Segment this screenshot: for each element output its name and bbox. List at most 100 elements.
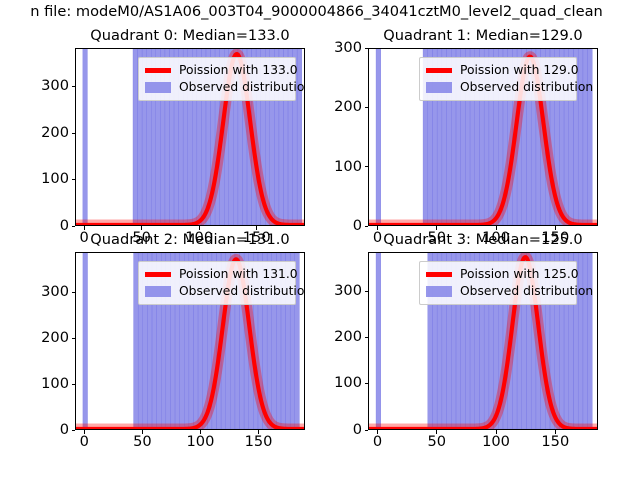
quadrant-2-xtick-label: 0 xyxy=(79,433,89,450)
quadrant-1-plot-area xyxy=(369,49,597,225)
quadrant-3-ytick-label: 0 xyxy=(352,420,362,438)
quadrant-3-xtick-label: 0 xyxy=(372,433,383,450)
quadrant-2-axes: Poission with 131.0 Observed distribution xyxy=(75,252,305,430)
quadrant-0-xtick-label: 0 xyxy=(79,229,89,246)
quadrant-1-axes: Poission with 129.0 Observed distribution xyxy=(368,48,598,226)
quadrant-0-xtick-label: 150 xyxy=(242,229,271,246)
legend-entry-observed: Observed distribution xyxy=(426,283,593,300)
quadrant-0-xtick-mark xyxy=(141,226,143,230)
quadrant-1-xtick-mark xyxy=(554,226,556,230)
quadrant-3-xtick-mark xyxy=(436,430,438,434)
quadrant-1-xtick-mark xyxy=(376,226,379,230)
legend-label-poisson: Poission with 129.0 xyxy=(460,63,579,78)
quadrant-2-ytick-mark xyxy=(71,291,75,293)
legend-entry-poisson: Poission with 133.0 xyxy=(145,62,298,79)
quadrant-2-xtick-mark xyxy=(199,430,202,434)
quadrant-0-ytick-mark xyxy=(71,132,75,134)
legend-patch-swatch-icon xyxy=(426,82,452,93)
legend-patch-swatch-icon xyxy=(145,82,171,93)
quadrant-2-ytick-label: 100 xyxy=(41,374,69,392)
legend-label-poisson: Poission with 131.0 xyxy=(179,267,298,282)
quadrant-0-xtick-mark xyxy=(256,226,258,230)
legend-line-swatch-icon xyxy=(426,68,452,73)
quadrant-0-legend: Poission with 133.0 Observed distribution xyxy=(138,57,304,101)
legend-patch-swatch-icon xyxy=(145,286,171,297)
quadrant-0-ytick-mark xyxy=(71,225,75,227)
quadrant-2-xtick-label: 50 xyxy=(133,433,152,450)
quadrant-1-ytick-label: 300 xyxy=(334,39,362,57)
quadrant-0-axes: Poission with 133.0 Observed distribution xyxy=(75,48,305,226)
figure-suptitle-text: n file: modeM0/AS1A06_003T04_9000004866_… xyxy=(30,3,603,20)
quadrant-0-ytick-label: 100 xyxy=(41,170,69,188)
quadrant-1-ytick-label: 200 xyxy=(334,98,362,116)
legend-label-poisson: Poission with 133.0 xyxy=(179,63,298,78)
legend-label-observed: Observed distribution xyxy=(460,80,594,95)
quadrant-0-xtick-label: 100 xyxy=(185,229,214,246)
quadrant-0-xtick-mark xyxy=(198,226,200,230)
quadrant-2-ytick-label: 0 xyxy=(59,420,69,438)
quadrant-1-xtick-label: 50 xyxy=(427,229,447,246)
quadrant-1-xtick-label: 100 xyxy=(482,229,510,246)
quadrant-1-legend: Poission with 129.0 Observed distribution xyxy=(419,57,593,101)
quadrant-1-xtick-mark xyxy=(436,226,438,230)
quadrant-2-xtick-mark xyxy=(83,430,85,434)
quadrant-2-xtick-mark xyxy=(258,430,260,434)
legend-entry-observed: Observed distribution xyxy=(145,283,304,300)
quadrant-2-ytick-label: 300 xyxy=(41,283,69,301)
quadrant-3-ytick-mark xyxy=(364,337,368,339)
figure-suptitle: n file: modeM0/AS1A06_003T04_9000004866_… xyxy=(0,3,640,21)
quadrant-1-title: Quadrant 1: Median=129.0 xyxy=(383,27,583,44)
quadrant-2-plot-area xyxy=(76,253,304,429)
quadrant-3-xtick-mark xyxy=(495,430,497,434)
quadrant-1-ytick-mark xyxy=(364,48,368,50)
quadrant-3-xtick-label: 150 xyxy=(541,433,570,450)
quadrant-1-ytick-mark xyxy=(364,166,368,168)
quadrant-3-ytick-mark xyxy=(364,290,368,292)
quadrant-3-ytick-label: 200 xyxy=(334,328,362,346)
legend-entry-poisson: Poission with 131.0 xyxy=(145,266,298,283)
quadrant-3-xtick-label: 50 xyxy=(427,433,447,450)
legend-label-observed: Observed distribution xyxy=(179,80,305,95)
legend-patch-swatch-icon xyxy=(426,286,452,297)
quadrant-3-xtick-mark xyxy=(554,430,556,434)
quadrant-2-title: Quadrant 2: Median=131.0 xyxy=(90,231,290,248)
quadrant-0-plot-area xyxy=(76,49,304,225)
quadrant-3-title: Quadrant 3: Median=125.0 xyxy=(383,231,583,248)
quadrant-3-xtick-label: 100 xyxy=(482,433,510,450)
legend-entry-observed: Observed distribution xyxy=(426,79,593,96)
quadrant-1-xtick-mark xyxy=(495,226,497,230)
quadrant-0-ytick-label: 300 xyxy=(41,77,69,95)
legend-label-observed: Observed distribution xyxy=(179,284,305,299)
quadrant-2-ytick-mark xyxy=(71,383,75,385)
quadrant-0-ytick-mark xyxy=(71,179,75,181)
legend-entry-observed: Observed distribution xyxy=(145,79,304,96)
legend-entry-poisson: Poission with 129.0 xyxy=(426,62,579,79)
quadrant-3-ytick-mark xyxy=(364,429,368,431)
quadrant-3-ytick-mark xyxy=(364,383,368,385)
quadrant-3-ytick-label: 100 xyxy=(334,374,362,392)
quadrant-1-ytick-label: 100 xyxy=(334,157,362,175)
quadrant-1-ytick-mark xyxy=(364,225,368,227)
quadrant-1-ytick-mark xyxy=(364,107,368,109)
quadrant-2-ytick-mark xyxy=(71,429,75,431)
quadrant-3-legend: Poission with 125.0 Observed distribution xyxy=(419,261,593,305)
quadrant-3-ytick-label: 300 xyxy=(334,281,362,299)
quadrant-2-xtick-label: 100 xyxy=(186,433,215,450)
legend-line-swatch-icon xyxy=(145,272,171,277)
quadrant-0-ytick-label: 0 xyxy=(59,216,69,234)
quadrant-0-xtick-label: 50 xyxy=(132,229,151,246)
quadrant-2-legend: Poission with 131.0 Observed distribution xyxy=(138,261,304,305)
legend-line-swatch-icon xyxy=(426,272,452,277)
quadrant-1-ytick-label: 0 xyxy=(352,216,362,234)
quadrant-2-ytick-mark xyxy=(71,337,75,339)
quadrant-2-xtick-mark xyxy=(141,430,143,434)
quadrant-3-plot-area xyxy=(369,253,597,429)
quadrant-0-ytick-label: 200 xyxy=(41,123,69,141)
quadrant-0-ytick-mark xyxy=(71,86,75,88)
quadrant-1-xtick-label: 150 xyxy=(541,229,570,246)
quadrant-2-ytick-label: 200 xyxy=(41,328,69,346)
legend-label-observed: Observed distribution xyxy=(460,284,594,299)
